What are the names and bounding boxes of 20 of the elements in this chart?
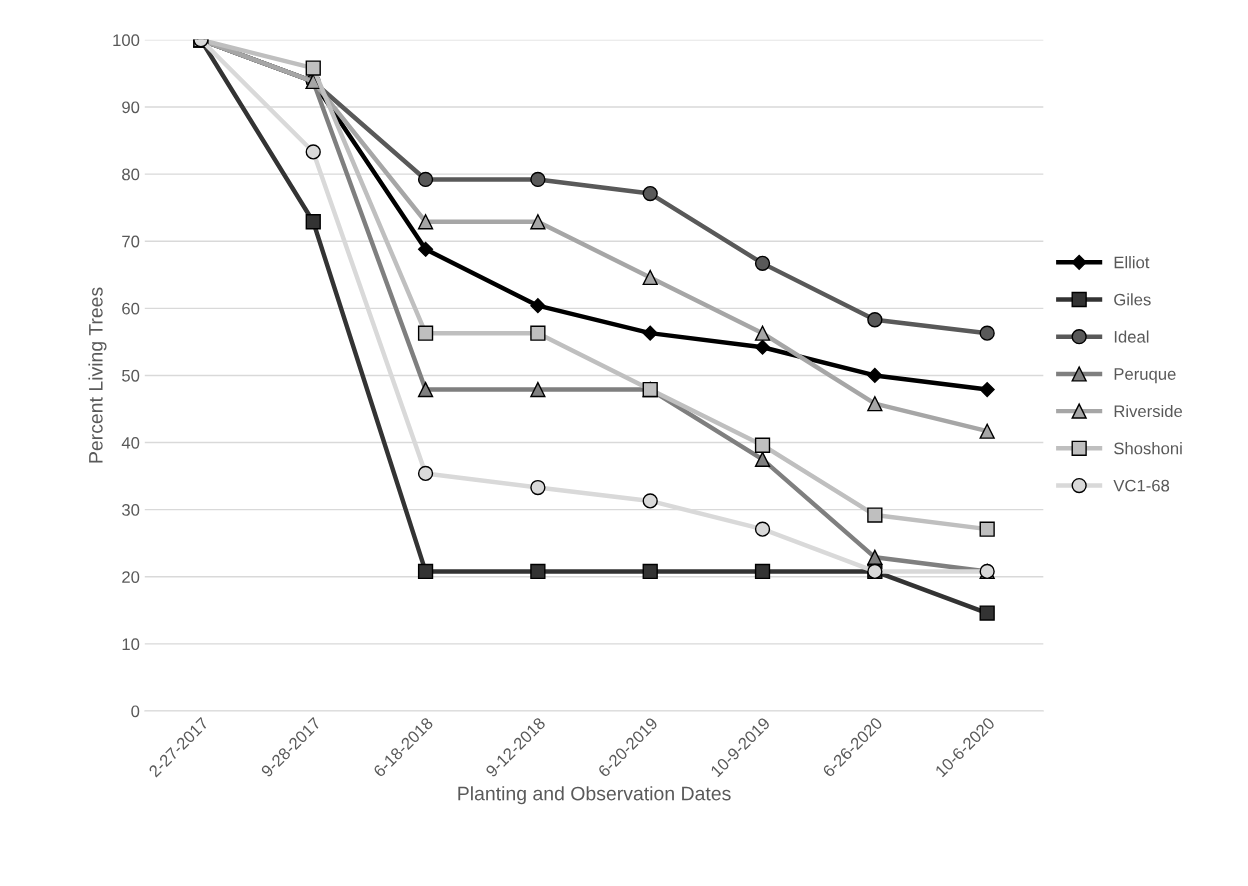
y-tick-label: 50	[122, 369, 140, 382]
x-axis-title: Planting and Observation Dates	[458, 786, 731, 805]
y-tick-label: 20	[122, 571, 140, 583]
y-tick-label: 30	[122, 504, 140, 516]
legend-label: Elliot	[1114, 256, 1150, 269]
y-tick-label: 90	[122, 101, 140, 114]
y-tick-label: 80	[122, 168, 140, 181]
legend-label: Peruque	[1114, 368, 1176, 384]
y-tick-label: 0	[131, 705, 140, 718]
legend-label: Giles	[1114, 293, 1151, 306]
y-axis-title: Percent Living Trees	[88, 287, 107, 463]
legend-label: VC1-68	[1113, 479, 1170, 492]
y-tick-label: 70	[122, 235, 140, 248]
legend-label: Shoshoni	[1114, 442, 1182, 455]
legend-label: Ideal	[1114, 330, 1149, 343]
y-tick-label: 40	[121, 436, 140, 449]
y-tick-label: 10	[122, 638, 140, 651]
y-tick-label: 60	[122, 302, 140, 315]
legend-label: Riverside	[1114, 404, 1183, 418]
y-tick-label: 100	[113, 34, 140, 47]
